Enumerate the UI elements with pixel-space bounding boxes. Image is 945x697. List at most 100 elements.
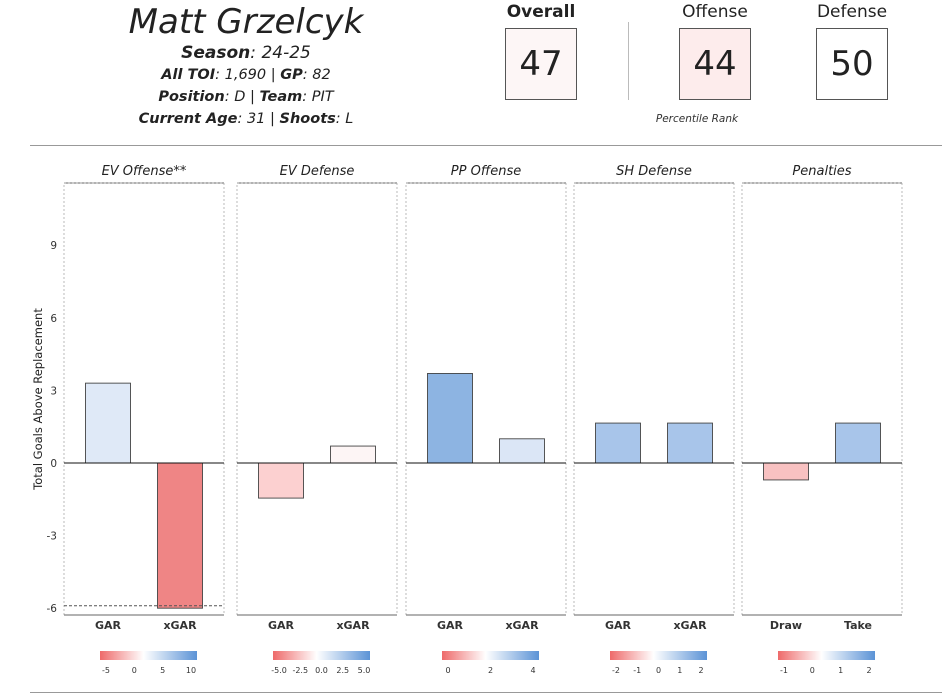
footer-divider — [30, 692, 942, 693]
shoots-label: Shoots — [279, 111, 336, 127]
player-name: Matt Grzelcyk — [128, 2, 364, 42]
defense-rating: Defense 50 — [813, 0, 891, 100]
toi-label: All TOI — [161, 67, 216, 83]
panel-5: Penalties Draw Take -1 0 1 2 — [741, 164, 903, 675]
offense-rating: Offense 44 — [676, 0, 754, 100]
y-tick-label: 0 — [50, 458, 57, 470]
y-tick-label: 9 — [50, 240, 57, 252]
colorbar-tick-label: 0 — [132, 666, 137, 675]
toi-gp-line: All TOI: 1,690 | GP: 82 — [161, 67, 331, 83]
gp-value: 82 — [312, 67, 331, 83]
colorbar-tick-label: 5 — [160, 666, 165, 675]
x-tick-label: GAR — [605, 619, 632, 632]
overall-label: Overall — [506, 2, 576, 22]
colorbar — [273, 651, 370, 660]
panel-2: EV Defense GAR xGAR -5.0 -2.5 0.0 2.5 5.0 — [236, 164, 398, 675]
colorbar — [100, 651, 197, 660]
colorbar-tick-label: -5 — [102, 666, 110, 675]
position-team-line: Position: D | Team: PIT — [158, 89, 334, 105]
toi-value: 1,690 — [224, 67, 267, 83]
panel-title: Penalties — [792, 164, 851, 179]
position-value: D — [234, 89, 246, 105]
x-tick-label: Take — [844, 619, 872, 632]
season-line: Season: 24-25 — [181, 43, 311, 63]
colorbar-tick-label: -1 — [633, 666, 641, 675]
colorbar-tick-label: 4 — [530, 666, 535, 675]
panel-title: SH Defense — [616, 164, 692, 179]
age-value: 31 — [246, 111, 266, 127]
panel-title: PP Offense — [451, 164, 521, 179]
shoots-value: L — [345, 111, 354, 127]
age-shoots-line: Current Age: 31 | Shoots: L — [138, 111, 354, 127]
x-tick-label: xGAR — [163, 619, 197, 632]
player-info: Matt Grzelcyk Season: 24-25 All TOI: 1,6… — [100, 0, 392, 130]
gp-label: GP — [280, 67, 303, 83]
colorbar-tick-label: 2 — [488, 666, 493, 675]
colorbar-tick-label: 0 — [810, 666, 815, 675]
x-tick-label: GAR — [437, 619, 464, 632]
panel-title: EV Offense** — [102, 164, 187, 179]
colorbar-tick-label: 5.0 — [358, 666, 371, 675]
panel-1: EV Offense** GAR xGAR -5 0 5 10 — [63, 164, 225, 675]
colorbar-tick-label: 2 — [698, 666, 703, 675]
x-tick-label: xGAR — [505, 619, 539, 632]
defense-value: 50 — [816, 28, 888, 100]
colorbar-tick-label: 0 — [656, 666, 661, 675]
panel-4: SH Defense GAR xGAR -2 -1 0 1 2 — [573, 164, 735, 675]
x-tick-label: GAR — [95, 619, 122, 632]
offense-label: Offense — [682, 2, 748, 22]
colorbar — [610, 651, 707, 660]
bar — [85, 382, 131, 464]
x-tick-label: xGAR — [673, 619, 707, 632]
colorbar — [442, 651, 539, 660]
colorbar-tick-label: -1 — [780, 666, 788, 675]
colorbar-tick-label: -2 — [612, 666, 620, 675]
y-tick-label: -6 — [47, 603, 58, 615]
panel-title: EV Defense — [280, 164, 355, 179]
team-label: Team — [259, 89, 303, 105]
rating-divider — [628, 22, 629, 100]
age-label: Current Age — [138, 111, 238, 127]
x-tick-label: Draw — [770, 619, 802, 632]
offense-value: 44 — [679, 28, 751, 100]
panel-frame — [236, 182, 398, 616]
panel-3: PP Offense GAR xGAR 0 2 4 — [405, 164, 567, 675]
bar — [763, 462, 809, 481]
bar — [595, 422, 641, 464]
header-divider — [30, 145, 942, 146]
colorbar — [778, 651, 875, 660]
percentile-rank-label: Percentile Rank — [655, 113, 739, 125]
colorbar-tick-label: 2 — [866, 666, 871, 675]
panel-frame — [573, 182, 735, 616]
colorbar-tick-label: 0.0 — [315, 666, 328, 675]
colorbar-tick-label: -5.0 — [271, 666, 287, 675]
bar — [667, 422, 713, 464]
colorbar-tick-label: 10 — [186, 666, 196, 675]
colorbar-tick-label: 1 — [677, 666, 682, 675]
bar — [157, 462, 203, 609]
team-value: PIT — [311, 89, 334, 105]
bar — [835, 422, 881, 464]
colorbar-tick-label: -2.5 — [292, 666, 308, 675]
colorbar-tick-label: 0 — [445, 666, 450, 675]
y-tick-label: 3 — [50, 385, 57, 397]
season-label: Season — [181, 43, 251, 63]
y-axis-label: Total Goals Above Replacement — [31, 308, 45, 491]
x-tick-label: xGAR — [336, 619, 370, 632]
x-tick-label: GAR — [268, 619, 295, 632]
bar — [258, 462, 304, 499]
bar — [499, 438, 545, 464]
y-tick-label: -3 — [47, 531, 57, 543]
position-label: Position — [158, 89, 225, 105]
colorbar-tick-label: 2.5 — [336, 666, 349, 675]
defense-label: Defense — [816, 2, 888, 22]
bar — [427, 373, 473, 464]
overall-value: 47 — [505, 28, 577, 100]
season-value: 24-25 — [261, 43, 311, 63]
panel-frame — [741, 182, 903, 616]
overall-rating: Overall 47 — [500, 0, 582, 100]
y-tick-label: 6 — [50, 313, 57, 325]
colorbar-tick-label: 1 — [838, 666, 843, 675]
bar — [330, 445, 376, 464]
